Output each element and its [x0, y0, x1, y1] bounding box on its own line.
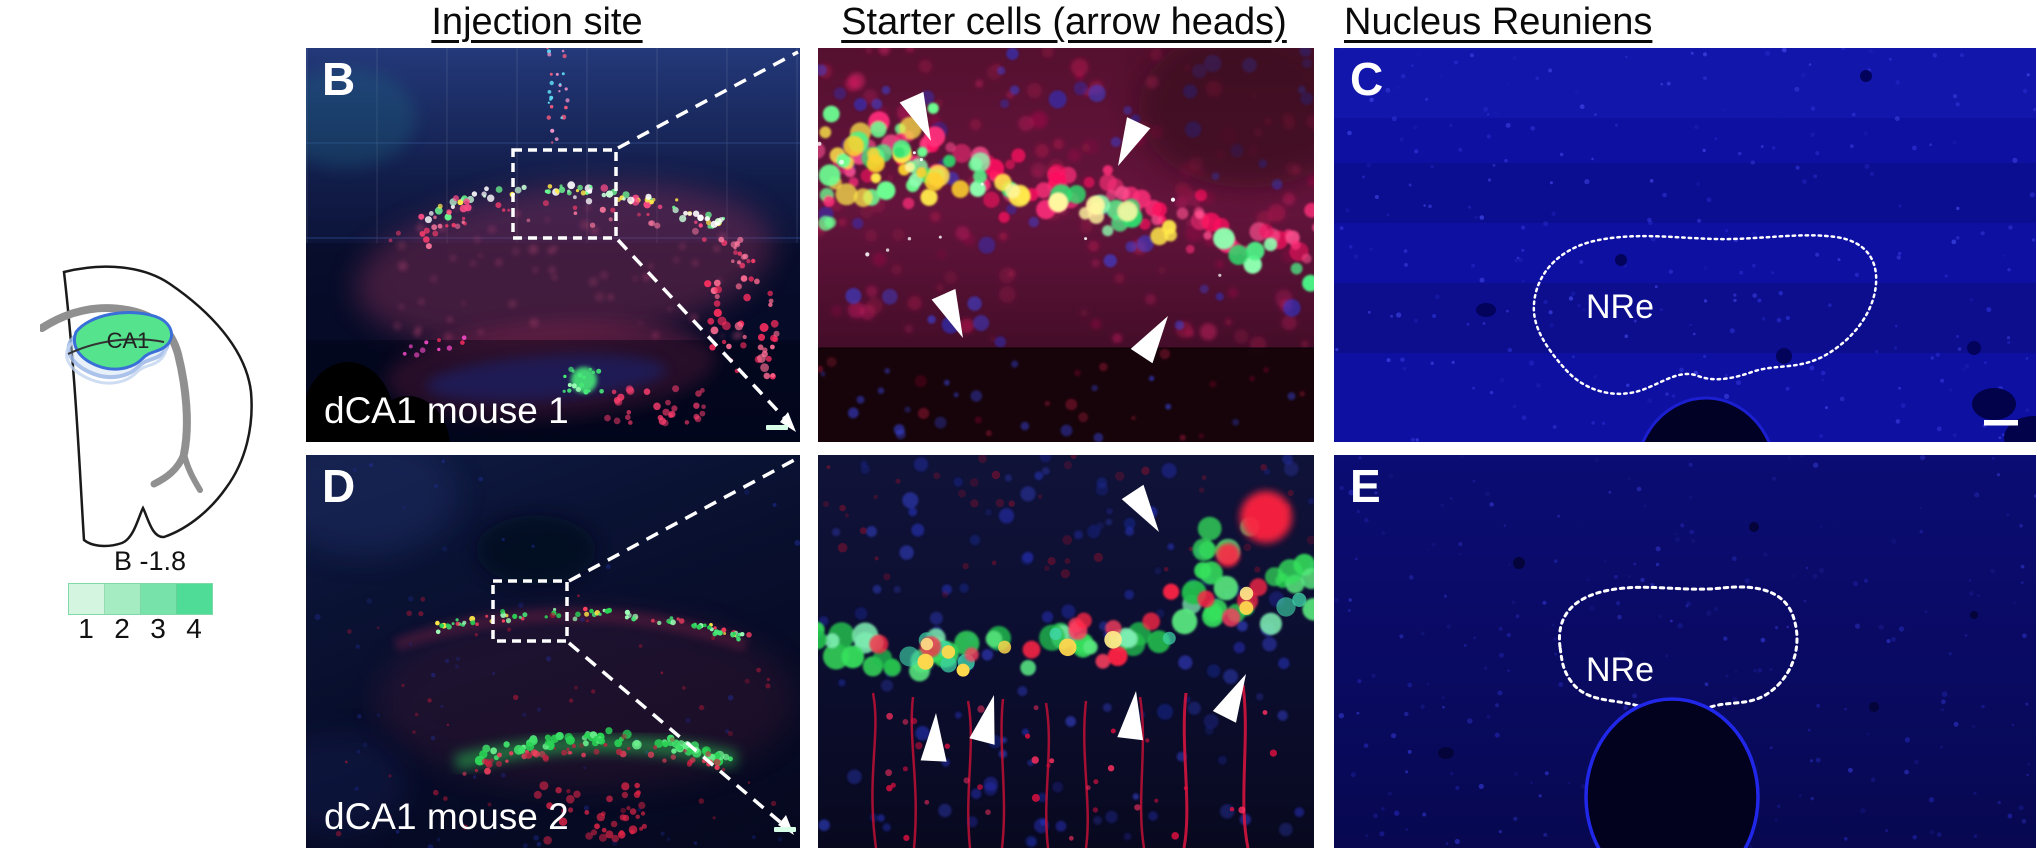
- panel-e-nucleus-reuniens: E NRe: [1334, 455, 2036, 848]
- scale-bar: [1984, 420, 2018, 426]
- colorbar-cell-1: [69, 584, 105, 614]
- arrowhead-marker: [1117, 691, 1144, 741]
- colorbar-number-4: 4: [186, 613, 202, 644]
- red-cell-cluster: [533, 781, 647, 845]
- panel-letter-c: C: [1350, 53, 1384, 105]
- column-header-nucleus-reuniens: Nucleus Reuniens: [1344, 1, 1653, 43]
- red-presynaptic-cells: [704, 275, 780, 380]
- arrowhead-marker: [969, 695, 995, 745]
- atlas-schematic: CA1: [38, 256, 270, 556]
- nre-outline: [1532, 234, 1878, 396]
- colorbar-number-3: 3: [150, 613, 166, 644]
- ca1-region-shape: [73, 311, 173, 371]
- third-ventricle: [1641, 396, 1771, 442]
- nre-region-label: NRe: [1586, 651, 1655, 689]
- brain-outline-drawing: CA1: [38, 265, 253, 548]
- column-header-injection-site: Injection site: [431, 1, 643, 43]
- panel-c-nucleus-reuniens: C NRe: [1334, 48, 2036, 442]
- ca1-region-label: CA1: [107, 328, 150, 353]
- connector-line-bottom: [616, 238, 792, 426]
- panel-letter-d: D: [322, 460, 356, 512]
- panel-caption-mouse1: dCA1 mouse 1: [324, 390, 569, 431]
- panel-letter-e: E: [1350, 460, 1381, 512]
- large-red-cell: [1240, 491, 1292, 543]
- arrowhead-marker: [1212, 674, 1246, 723]
- mouse-count-colorbar: [68, 583, 213, 615]
- connector-arrow-tip: [780, 412, 796, 432]
- panel-d-injection-site: D dCA1 mouse 2: [306, 455, 800, 848]
- dentate-green-blob: [571, 367, 597, 393]
- colorbar-numbers: 1 2 3 4: [68, 613, 212, 645]
- colorbar-cell-4: [177, 584, 212, 614]
- panel-starter-cells-mouse1: [818, 48, 1314, 442]
- inset-box: [511, 148, 618, 240]
- scale-bar: [774, 827, 796, 832]
- panel-caption-mouse2: dCA1 mouse 2: [324, 796, 569, 837]
- yellow-starter-cells: [843, 135, 1177, 246]
- colorbar-number-2: 2: [114, 613, 130, 644]
- connector-line-bottom: [567, 641, 788, 829]
- hippocampal-fissure-line: [67, 338, 165, 355]
- connector-line-top: [617, 50, 799, 150]
- inset-box: [491, 579, 569, 643]
- connector-line-top: [568, 456, 799, 583]
- bregma-label: B -1.8: [113, 546, 187, 576]
- arrowhead-marker: [899, 91, 931, 141]
- red-dendrites: [871, 684, 1250, 848]
- arrowhead-marker: [920, 713, 947, 762]
- panel-starter-cells-mouse2: [818, 455, 1314, 848]
- colorbar-number-1: 1: [78, 613, 94, 644]
- tract-branch-right: [181, 451, 203, 493]
- panel-b-injection-site: B dCA1 mouse 1: [306, 48, 800, 442]
- colorbar-cell-3: [141, 584, 177, 614]
- third-ventricle: [1584, 697, 1760, 848]
- arrowhead-marker: [1121, 484, 1159, 532]
- nre-outline: [1557, 585, 1799, 717]
- ca1-starter-cell-band: [418, 181, 725, 229]
- column-header-starter-cells: Starter cells (arrow heads): [841, 1, 1287, 43]
- nre-region-label: NRe: [1586, 288, 1655, 326]
- arrowhead-marker: [1118, 117, 1151, 166]
- panel-letter-b: B: [322, 53, 356, 105]
- arrowhead-marker: [1130, 316, 1168, 364]
- needle-track-speckles: [546, 48, 570, 144]
- scale-bar: [766, 425, 788, 430]
- yellow-starter-cells: [917, 586, 1254, 677]
- colorbar-cell-2: [105, 584, 141, 614]
- arrowhead-marker: [931, 288, 963, 338]
